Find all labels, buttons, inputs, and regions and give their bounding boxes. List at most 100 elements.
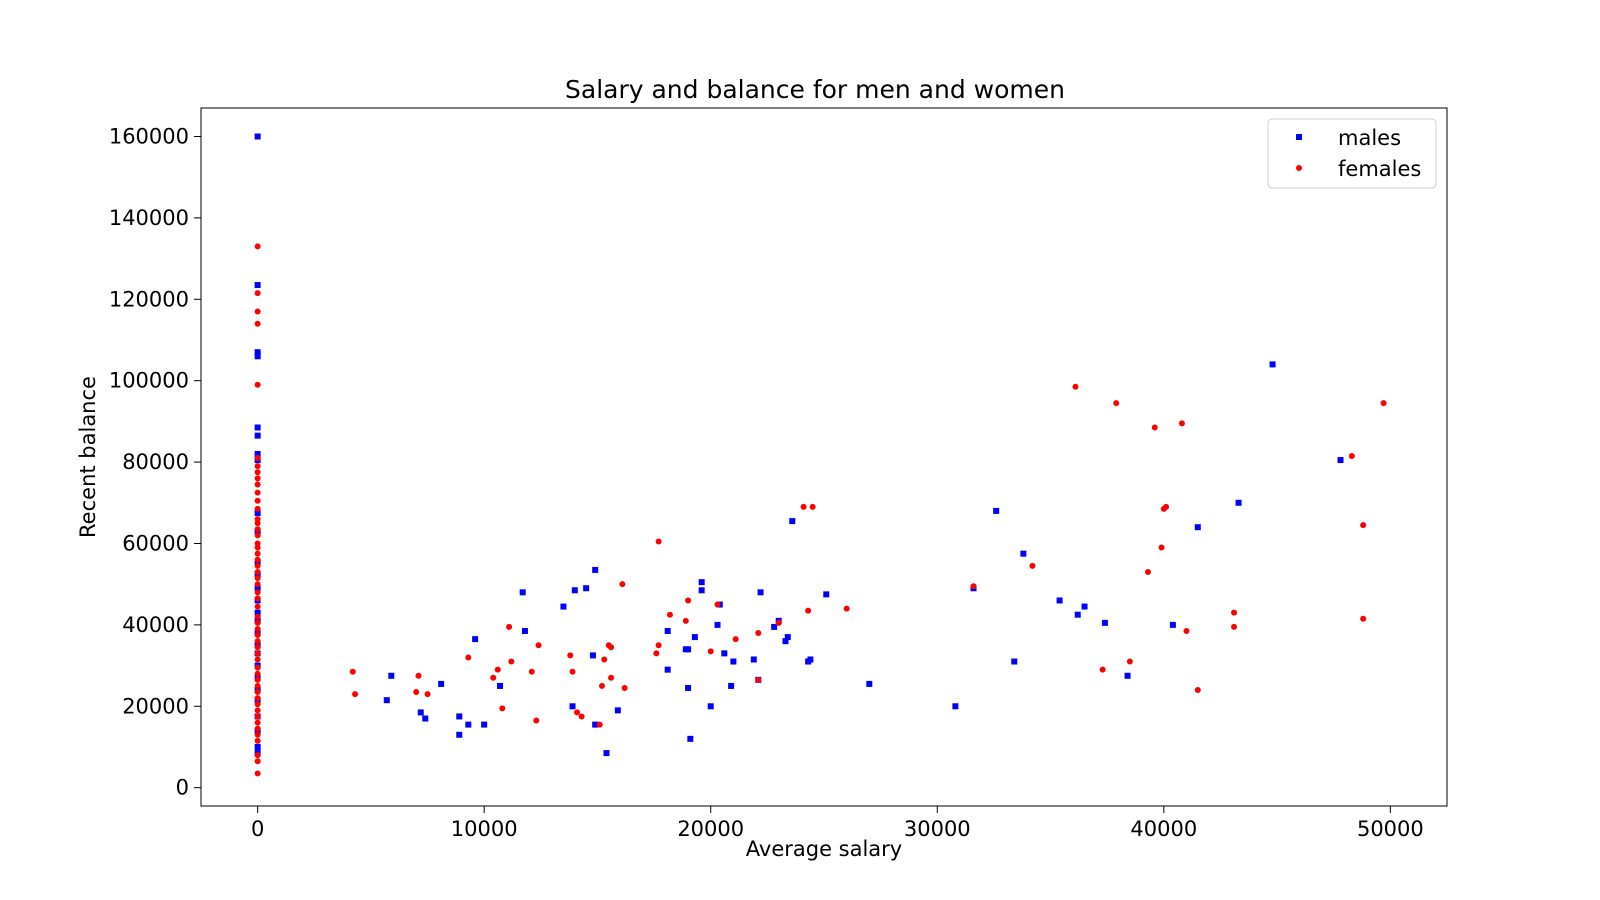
point-males bbox=[789, 518, 796, 525]
point-females bbox=[254, 603, 261, 610]
point-males bbox=[560, 603, 567, 610]
point-females bbox=[254, 581, 261, 588]
point-males bbox=[866, 680, 873, 687]
point-females bbox=[655, 538, 662, 545]
point-females bbox=[254, 737, 261, 744]
point-females bbox=[506, 623, 513, 630]
point-females bbox=[352, 691, 359, 698]
point-females bbox=[254, 713, 261, 720]
point-males bbox=[685, 646, 692, 653]
point-females bbox=[254, 505, 261, 512]
point-females bbox=[254, 707, 261, 714]
point-females bbox=[254, 575, 261, 582]
point-females bbox=[254, 676, 261, 683]
point-females bbox=[508, 658, 515, 665]
point-females bbox=[707, 648, 714, 655]
point-males bbox=[1081, 603, 1088, 610]
point-females bbox=[598, 682, 605, 689]
point-males bbox=[254, 424, 261, 431]
point-males bbox=[1074, 611, 1081, 618]
point-males bbox=[383, 697, 390, 704]
y-tick-label: 20000 bbox=[122, 694, 189, 718]
point-females bbox=[1194, 687, 1201, 694]
point-males bbox=[807, 656, 814, 663]
point-females bbox=[254, 701, 261, 708]
point-females bbox=[1072, 383, 1079, 390]
point-females bbox=[528, 668, 535, 675]
point-females bbox=[1348, 452, 1355, 459]
legend-label-females: females bbox=[1338, 157, 1421, 181]
point-males bbox=[1169, 621, 1176, 628]
point-females bbox=[1231, 623, 1238, 630]
point-females bbox=[254, 532, 261, 539]
point-females bbox=[349, 668, 356, 675]
point-females bbox=[569, 668, 576, 675]
point-females bbox=[800, 503, 807, 510]
y-tick-label: 140000 bbox=[109, 206, 189, 230]
point-females bbox=[254, 556, 261, 563]
point-males bbox=[254, 432, 261, 439]
point-females bbox=[254, 526, 261, 533]
point-females bbox=[1029, 562, 1036, 569]
point-males bbox=[472, 636, 479, 643]
point-males bbox=[730, 658, 737, 665]
point-females bbox=[666, 611, 673, 618]
point-males bbox=[481, 721, 488, 728]
point-males bbox=[456, 731, 463, 738]
point-males bbox=[571, 587, 578, 594]
point-males bbox=[422, 715, 429, 722]
point-females bbox=[254, 613, 261, 620]
point-females bbox=[254, 638, 261, 645]
plot-frame bbox=[200, 107, 1448, 807]
series-females bbox=[254, 243, 1387, 777]
point-males bbox=[592, 721, 599, 728]
point-males bbox=[1194, 524, 1201, 531]
point-males bbox=[603, 750, 610, 757]
y-axis-label: Recent balance bbox=[76, 376, 100, 538]
point-females bbox=[1183, 627, 1190, 634]
point-males bbox=[685, 684, 692, 691]
plot-marks bbox=[254, 133, 1387, 777]
point-females bbox=[254, 568, 261, 575]
point-females bbox=[254, 670, 261, 677]
point-males bbox=[784, 634, 791, 641]
legend-box bbox=[1267, 118, 1437, 189]
y-axis-ticks: 0 20000 40000 60000 80000 100000 120000 140000 1… bbox=[109, 124, 201, 800]
point-males bbox=[589, 652, 596, 659]
point-females bbox=[578, 713, 585, 720]
point-females bbox=[254, 719, 261, 726]
x-tick-label: 40000 bbox=[1130, 817, 1197, 841]
point-females bbox=[1113, 400, 1120, 407]
point-females bbox=[1163, 503, 1170, 510]
point-females bbox=[254, 689, 261, 696]
point-females bbox=[601, 656, 608, 663]
x-tick-label: 0 bbox=[251, 817, 264, 841]
point-females bbox=[254, 463, 261, 470]
point-males bbox=[691, 634, 698, 641]
point-females bbox=[254, 290, 261, 297]
x-tick-label: 20000 bbox=[677, 817, 744, 841]
point-males bbox=[823, 591, 830, 598]
point-females bbox=[254, 589, 261, 596]
legend-marker-females bbox=[1296, 165, 1302, 171]
point-females bbox=[775, 619, 782, 626]
point-females bbox=[494, 666, 501, 673]
point-males bbox=[1101, 619, 1108, 626]
y-tick-label: 40000 bbox=[122, 613, 189, 637]
point-males bbox=[782, 638, 789, 645]
x-axis-label: Average salary bbox=[746, 837, 903, 861]
point-males bbox=[254, 133, 261, 140]
point-males bbox=[757, 589, 764, 596]
y-tick-label: 80000 bbox=[122, 450, 189, 474]
point-females bbox=[254, 752, 261, 759]
point-females bbox=[254, 625, 261, 632]
point-males bbox=[721, 650, 728, 657]
point-females bbox=[490, 674, 497, 681]
point-females bbox=[254, 656, 261, 663]
y-tick-label: 0 bbox=[176, 776, 189, 800]
y-tick-label: 160000 bbox=[109, 124, 189, 148]
point-males bbox=[592, 566, 599, 573]
point-females bbox=[254, 632, 261, 639]
point-males bbox=[707, 703, 714, 710]
point-males bbox=[569, 703, 576, 710]
